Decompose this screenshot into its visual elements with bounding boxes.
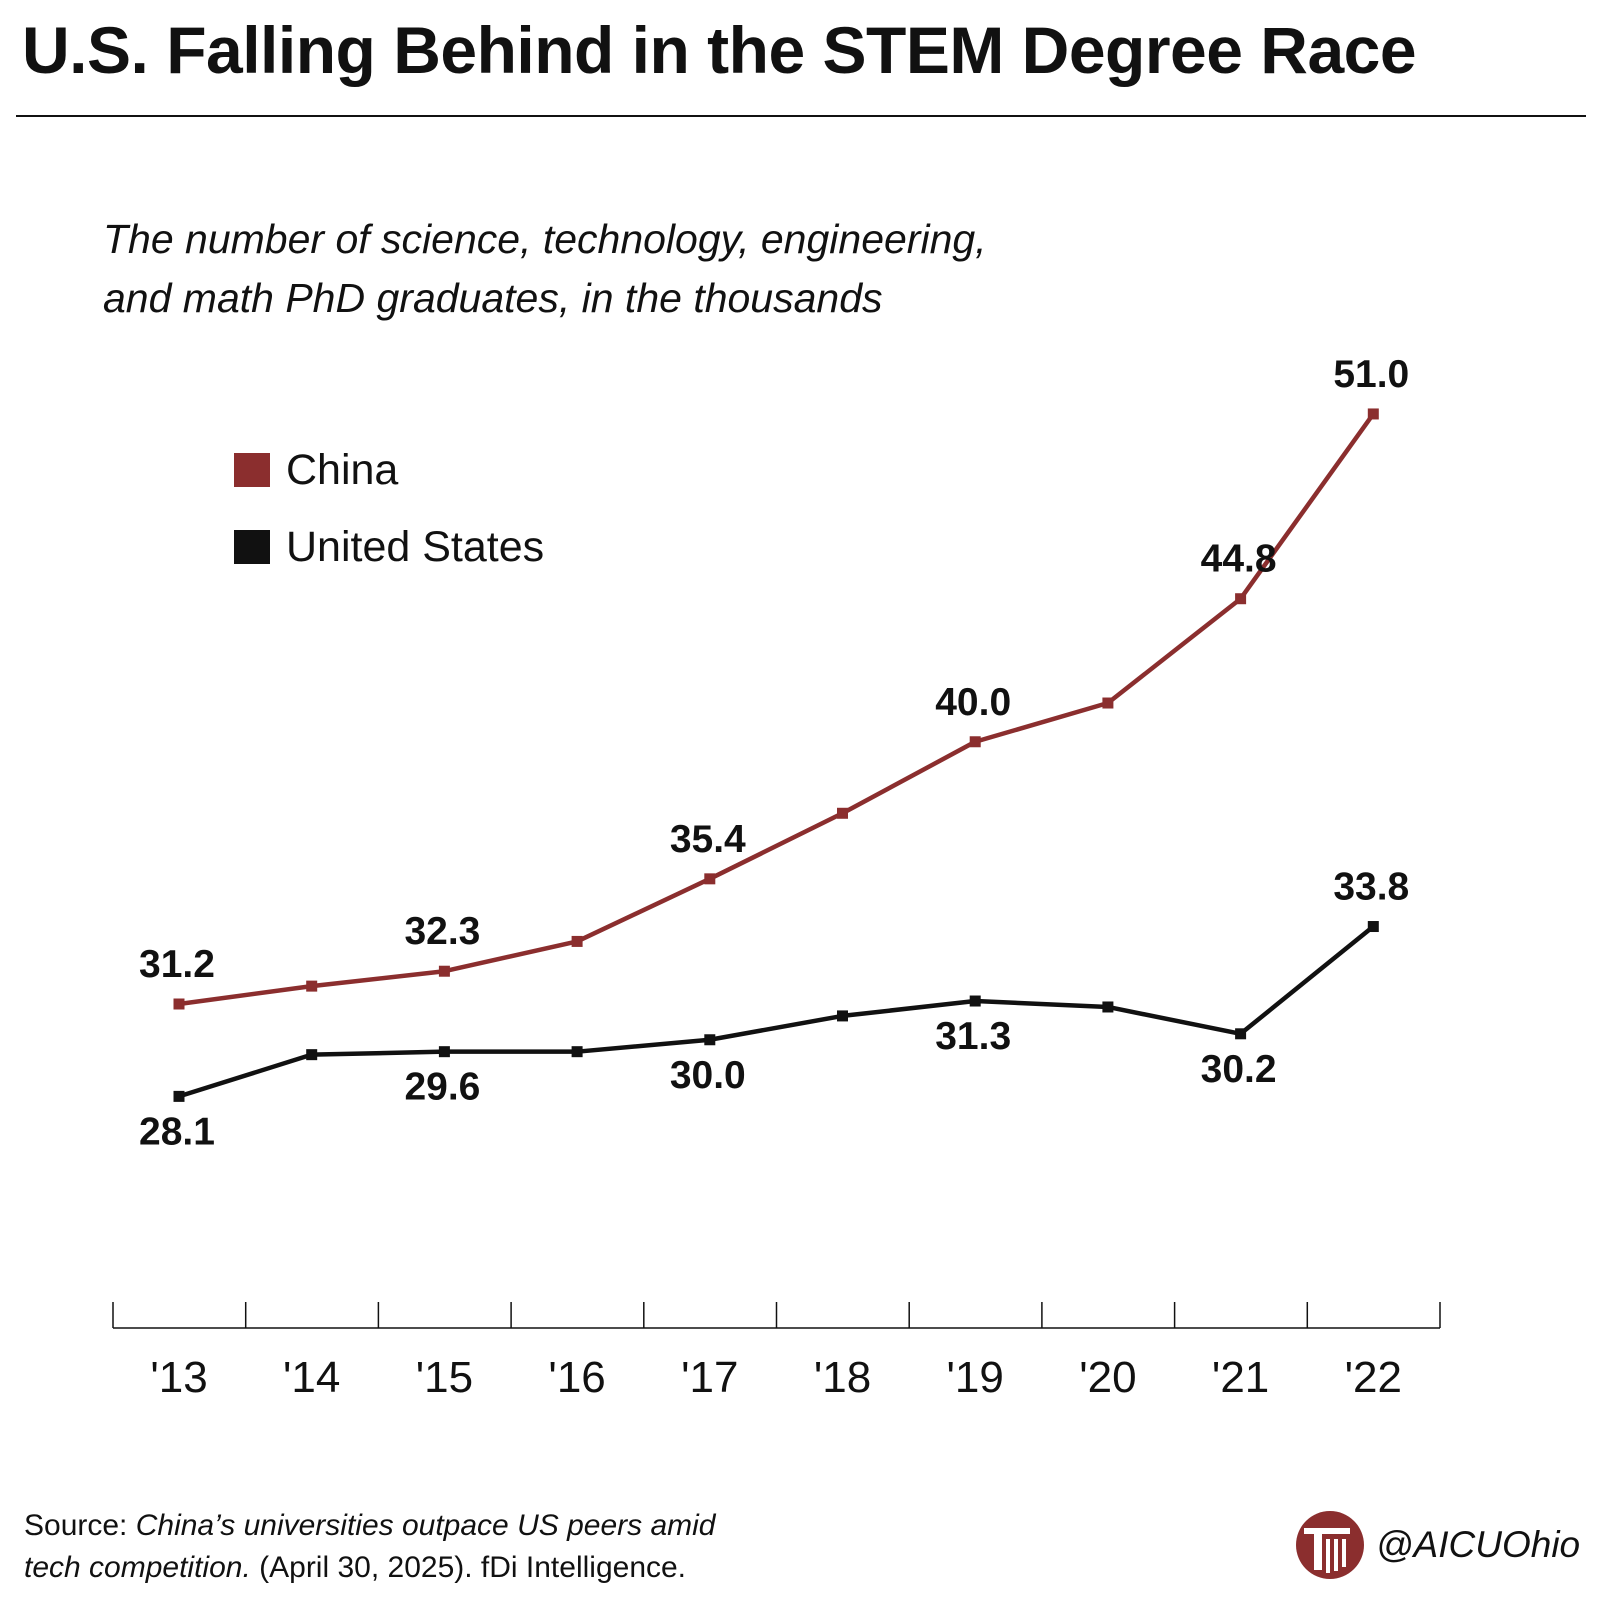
x-tick-label: '17	[681, 1353, 738, 1402]
subtitle-line-1: The number of science, technology, engin…	[103, 216, 987, 262]
data-point-china	[438, 965, 450, 977]
source-article-title-1: China’s universities outpace US peers am…	[135, 1509, 716, 1542]
chart-subtitle: The number of science, technology, engin…	[103, 210, 1103, 328]
data-point-united-states	[969, 995, 981, 1007]
data-label-united-states: 30.2	[1201, 1048, 1277, 1091]
chart-title: U.S. Falling Behind in the STEM Degree R…	[22, 13, 1417, 87]
x-tick-label: '22	[1345, 1353, 1402, 1402]
source-citation: Source: China’s universities outpace US …	[24, 1505, 715, 1589]
subtitle-line-2: and math PhD graduates, in the thousands	[103, 275, 883, 321]
data-point-china	[837, 807, 848, 819]
legend-item-united-states: United States	[234, 522, 545, 571]
data-point-united-states	[173, 1090, 185, 1102]
x-tick-label: '14	[283, 1353, 340, 1402]
data-label-united-states: 31.3	[935, 1015, 1011, 1058]
legend-swatch-china	[234, 453, 270, 487]
x-tick-label: '18	[814, 1353, 871, 1402]
data-label-china: 51.0	[1333, 353, 1409, 396]
x-axis: '13 '14 '15 '16 '17 '18 '19 '20 '21 '22	[112, 1302, 1441, 1402]
social-handle: @AICUOhio	[1296, 1510, 1580, 1580]
x-tick-label: '16	[548, 1353, 605, 1402]
line-chart: '13'14'15'16'17'18'19'20'21'22 31.232.33…	[112, 353, 1441, 1402]
legend-item-china: China	[234, 445, 399, 494]
x-tick-label: '15	[416, 1353, 473, 1402]
title-divider	[16, 115, 1586, 117]
series-lines	[173, 408, 1379, 1102]
data-point-united-states	[1367, 921, 1379, 933]
data-label-united-states: 30.0	[670, 1054, 746, 1097]
source-line-1: Source: China’s universities outpace US …	[24, 1505, 715, 1547]
data-point-united-states	[438, 1046, 450, 1058]
x-tick-label: '20	[1079, 1353, 1136, 1402]
source-publication: (April 30, 2025). fDi Intelligence.	[250, 1551, 687, 1584]
data-point-china	[1367, 408, 1379, 420]
data-point-united-states	[1102, 1001, 1114, 1013]
series-line-united-states	[178, 924, 1375, 1099]
data-labels: 31.2 32.3 35.4 40.0 44.8 51.0 28.1 29.6 30.0 31.3…	[139, 353, 1409, 1153]
handle-text: @AICUOhio	[1376, 1524, 1581, 1565]
data-point-united-states	[571, 1046, 583, 1058]
source-article-title-2: tech competition.	[24, 1551, 251, 1584]
data-label-united-states: 28.1	[139, 1110, 215, 1153]
data-point-china	[173, 998, 185, 1010]
data-label-china: 32.3	[404, 910, 480, 953]
source-line-2: tech competition. (April 30, 2025). fDi …	[24, 1547, 715, 1589]
aicu-column-logo-icon	[1296, 1511, 1364, 1579]
x-tick-label: '21	[1212, 1353, 1269, 1402]
data-label-china: 44.8	[1201, 538, 1277, 581]
data-label-china: 35.4	[670, 818, 746, 861]
data-point-china	[571, 935, 583, 947]
legend-swatch-united-states	[234, 530, 270, 564]
data-point-china	[704, 873, 716, 885]
x-tick-label: '13	[150, 1353, 207, 1402]
data-point-china	[969, 736, 981, 748]
series-line-china	[178, 412, 1376, 1007]
data-point-china	[1102, 697, 1114, 709]
data-point-china	[1235, 593, 1247, 605]
data-point-united-states	[837, 1010, 848, 1022]
data-label-china: 31.2	[139, 943, 215, 986]
data-point-united-states	[704, 1034, 716, 1046]
data-label-china: 40.0	[935, 681, 1011, 724]
legend-label-united-states: United States	[286, 522, 545, 571]
data-point-china	[306, 980, 318, 992]
data-label-united-states: 29.6	[404, 1066, 480, 1109]
data-point-united-states	[1235, 1028, 1247, 1040]
data-label-united-states: 33.8	[1333, 866, 1409, 909]
x-tick-label: '19	[947, 1353, 1004, 1402]
source-prefix: Source:	[24, 1509, 136, 1542]
legend-label-china: China	[286, 445, 399, 494]
data-point-united-states	[306, 1049, 318, 1061]
